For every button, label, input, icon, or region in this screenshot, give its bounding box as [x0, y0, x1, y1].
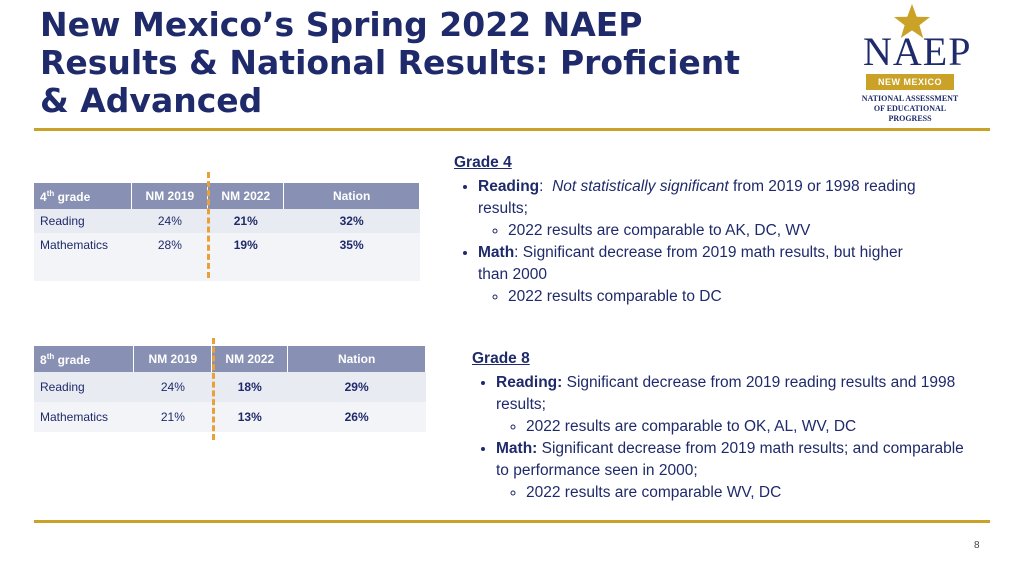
table-row: Mathematics 21% 13% 26%	[34, 402, 426, 432]
bottom-divider	[34, 520, 990, 523]
naep-logo: NAEP NEW MEXICO NATIONAL ASSESSMENT OF E…	[860, 2, 972, 126]
column-header: NM 2022	[211, 346, 289, 372]
nm2022-cell: 21%	[207, 209, 284, 233]
logo-badge: NEW MEXICO	[866, 74, 954, 90]
logo-subtitle: NATIONAL ASSESSMENT OF EDUCATIONAL PROGR…	[861, 94, 959, 123]
logo-wordmark: NAEP	[863, 29, 972, 74]
column-header: Nation	[287, 346, 426, 372]
nation-cell: 35%	[283, 233, 420, 257]
table-row: Reading 24% 21% 32%	[34, 209, 420, 233]
slide-title: New Mexico’s Spring 2022 NAEP Results & …	[40, 5, 741, 120]
divider-dashed-line	[212, 338, 215, 440]
top-divider	[34, 128, 990, 131]
subject-cell: Reading	[34, 209, 132, 233]
list-item: 2022 results are comparable to AK, DC, W…	[508, 220, 934, 242]
list-item: Reading: Not statistically significant f…	[478, 176, 934, 242]
column-header: NM 2019	[131, 183, 209, 209]
nation-cell: 26%	[287, 402, 426, 432]
subject-cell: Reading	[34, 372, 134, 402]
subject-cell: Mathematics	[34, 233, 132, 257]
list-item: 2022 results comparable to DC	[508, 286, 934, 308]
table-header-row: 8th grade NM 2019 NM 2022 Nation	[34, 346, 426, 372]
column-header: NM 2022	[207, 183, 285, 209]
nm2022-cell: 13%	[211, 402, 288, 432]
list-item: Reading: Significant decrease from 2019 …	[496, 372, 972, 438]
nm2019-cell: 24%	[133, 372, 212, 402]
grade8-heading: Grade 8	[472, 350, 530, 367]
nm2019-cell: 28%	[131, 233, 208, 257]
table-row-empty	[34, 257, 420, 281]
nm2022-cell: 18%	[211, 372, 288, 402]
nm2019-cell: 24%	[131, 209, 208, 233]
page-number: 8	[974, 540, 980, 551]
grade-header: 4th grade	[34, 183, 133, 209]
nm2019-cell: 21%	[133, 402, 212, 432]
table-header-row: 4th grade NM 2019 NM 2022 Nation	[34, 183, 420, 209]
nation-cell: 32%	[283, 209, 420, 233]
column-header: NM 2019	[133, 346, 213, 372]
list-item: Math: Significant decrease from 2019 mat…	[478, 242, 934, 308]
list-item: Math: Significant decrease from 2019 mat…	[496, 438, 972, 504]
grade8-notes: Grade 8 Reading: Significant decrease fr…	[472, 348, 972, 504]
star-icon	[894, 4, 930, 38]
grade4-notes: Grade 4 Reading: Not statistically signi…	[454, 152, 934, 308]
nation-cell: 29%	[287, 372, 426, 402]
grade8-table: 8th grade NM 2019 NM 2022 Nation Reading…	[34, 346, 426, 432]
subject-cell: Mathematics	[34, 402, 134, 432]
list-item: 2022 results are comparable to OK, AL, W…	[526, 416, 972, 438]
column-header: Nation	[283, 183, 420, 209]
grade-header: 8th grade	[34, 346, 135, 372]
grade4-heading: Grade 4	[454, 154, 512, 171]
grade4-table: 4th grade NM 2019 NM 2022 Nation Reading…	[34, 183, 420, 281]
list-item: 2022 results are comparable WV, DC	[526, 482, 972, 504]
nm2022-cell: 19%	[207, 233, 284, 257]
divider-dashed-line	[207, 172, 210, 278]
table-row: Reading 24% 18% 29%	[34, 372, 426, 402]
table-row: Mathematics 28% 19% 35%	[34, 233, 420, 257]
